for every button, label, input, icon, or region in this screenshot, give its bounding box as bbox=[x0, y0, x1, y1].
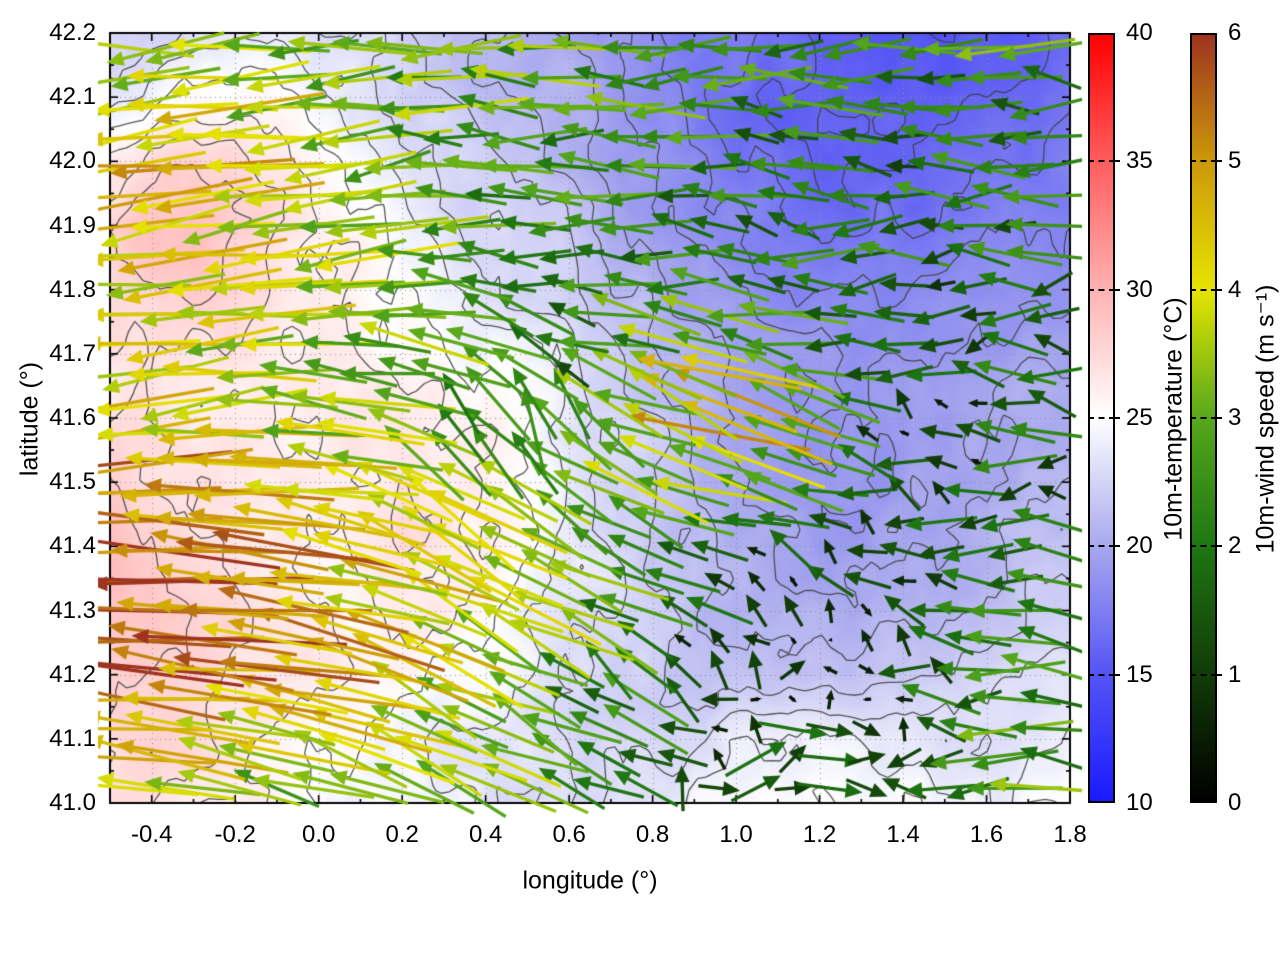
y-tick-label: 42.1 bbox=[49, 83, 96, 111]
wind-colorbar-tick-label: 4 bbox=[1228, 275, 1242, 303]
wind-colorbar-tick-mark bbox=[1190, 417, 1217, 419]
y-tick-label: 42.0 bbox=[49, 147, 96, 175]
wind-colorbar-tick-label: 1 bbox=[1228, 660, 1242, 688]
wind-colorbar-tick-label: 5 bbox=[1228, 147, 1242, 175]
wind-colorbar-tick-label: 0 bbox=[1228, 789, 1242, 816]
x-tick-label: -0.2 bbox=[214, 821, 256, 848]
y-tick-label: 41.9 bbox=[49, 211, 96, 239]
wind-colorbar-tick-mark bbox=[1190, 545, 1217, 548]
temperature-colorbar-tick-mark bbox=[1088, 160, 1115, 163]
temperature-colorbar-tick-mark bbox=[1088, 288, 1115, 291]
temperature-colorbar-tick-label: 15 bbox=[1126, 660, 1153, 688]
temperature-colorbar-tick-label: 25 bbox=[1126, 404, 1153, 431]
wind-colorbar-outer-tick bbox=[1217, 160, 1222, 163]
x-tick-label: 0.8 bbox=[635, 821, 670, 848]
wind-colorbar-tick-label: 3 bbox=[1228, 404, 1242, 431]
y-tick-label: 41.8 bbox=[49, 275, 96, 303]
temperature-colorbar-outer-tick bbox=[1115, 288, 1120, 291]
x-tick-label: 0.4 bbox=[468, 821, 503, 848]
y-tick-label: 41.6 bbox=[49, 404, 96, 431]
x-tick-label: 0.0 bbox=[302, 821, 336, 848]
temperature-colorbar-tick-mark bbox=[1088, 417, 1115, 419]
x-tick-label: 0.6 bbox=[552, 821, 586, 848]
temperature-colorbar-tick-mark bbox=[1088, 545, 1115, 548]
x-tick-label: 1.8 bbox=[1053, 821, 1087, 848]
temperature-colorbar-tick-label: 40 bbox=[1126, 19, 1153, 46]
wind-colorbar-outer-tick bbox=[1217, 545, 1222, 548]
y-tick-label: 41.4 bbox=[49, 532, 96, 560]
temperature-colorbar-outer-tick bbox=[1115, 673, 1120, 676]
y-tick-label: 41.5 bbox=[49, 468, 96, 496]
x-tick-label: 1.4 bbox=[886, 821, 920, 848]
x-tick-label: 0.2 bbox=[385, 821, 419, 848]
y-tick-label: 41.1 bbox=[49, 724, 96, 752]
x-tick-label: 1.0 bbox=[719, 821, 753, 848]
y-tick-label: 41.7 bbox=[49, 339, 96, 367]
temperature-colorbar-tick-label: 10 bbox=[1126, 789, 1153, 816]
temperature-colorbar-outer-tick bbox=[1115, 417, 1120, 419]
temperature-colorbar-tick-label: 20 bbox=[1126, 532, 1153, 560]
temperature-colorbar-outer-tick bbox=[1115, 160, 1120, 163]
wind-colorbar-outer-tick bbox=[1217, 417, 1222, 419]
y-tick-label: 41.3 bbox=[49, 596, 96, 624]
wind-colorbar-tick-label: 2 bbox=[1228, 532, 1242, 560]
temperature-colorbar-outer-tick bbox=[1115, 545, 1120, 548]
x-tick-label: 1.6 bbox=[969, 821, 1004, 848]
y-tick-label: 42.2 bbox=[49, 19, 96, 46]
wind-colorbar-outer-tick bbox=[1217, 673, 1222, 676]
wind-colorbar-tick-mark bbox=[1190, 288, 1217, 291]
wind-colorbar-tick-label: 6 bbox=[1228, 19, 1242, 46]
temperature-colorbar-tick-mark bbox=[1088, 673, 1115, 676]
wind-colorbar-tick-mark bbox=[1190, 673, 1217, 676]
temperature-colorbar-tick-label: 30 bbox=[1126, 275, 1153, 303]
x-tick-label: -0.4 bbox=[131, 821, 173, 848]
x-axis-label: longitude (°) bbox=[522, 866, 658, 895]
y-tick-label: 41.0 bbox=[49, 789, 96, 816]
x-tick-label: 1.2 bbox=[802, 821, 837, 848]
y-tick-label: 41.2 bbox=[49, 660, 96, 688]
temperature-colorbar-tick-label: 35 bbox=[1126, 147, 1153, 175]
wind-colorbar-outer-tick bbox=[1217, 288, 1222, 291]
wind-colorbar-tick-mark bbox=[1190, 160, 1217, 163]
